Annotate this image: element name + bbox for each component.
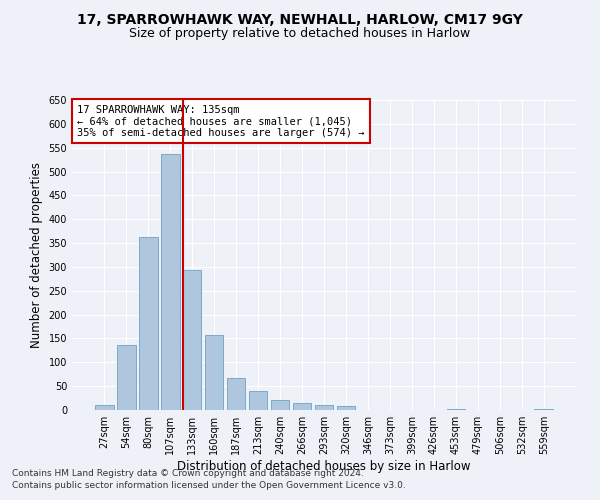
Bar <box>161 154 179 410</box>
Text: 17, SPARROWHAWK WAY, NEWHALL, HARLOW, CM17 9GY: 17, SPARROWHAWK WAY, NEWHALL, HARLOW, CM… <box>77 12 523 26</box>
Bar <box>446 408 465 410</box>
Bar <box>249 391 268 410</box>
Bar <box>337 406 355 410</box>
Y-axis label: Number of detached properties: Number of detached properties <box>30 162 43 348</box>
X-axis label: Distribution of detached houses by size in Harlow: Distribution of detached houses by size … <box>177 460 471 473</box>
Bar <box>205 334 223 410</box>
Bar <box>314 405 334 410</box>
Bar <box>535 408 553 410</box>
Bar <box>139 238 158 410</box>
Bar <box>271 400 289 410</box>
Text: Size of property relative to detached houses in Harlow: Size of property relative to detached ho… <box>130 28 470 40</box>
Text: Contains public sector information licensed under the Open Government Licence v3: Contains public sector information licen… <box>12 481 406 490</box>
Bar <box>95 405 113 410</box>
Bar <box>183 270 202 410</box>
Text: Contains HM Land Registry data © Crown copyright and database right 2024.: Contains HM Land Registry data © Crown c… <box>12 468 364 477</box>
Bar <box>117 344 136 410</box>
Bar <box>293 404 311 410</box>
Bar <box>227 378 245 410</box>
Text: 17 SPARROWHAWK WAY: 135sqm
← 64% of detached houses are smaller (1,045)
35% of s: 17 SPARROWHAWK WAY: 135sqm ← 64% of deta… <box>77 104 365 138</box>
